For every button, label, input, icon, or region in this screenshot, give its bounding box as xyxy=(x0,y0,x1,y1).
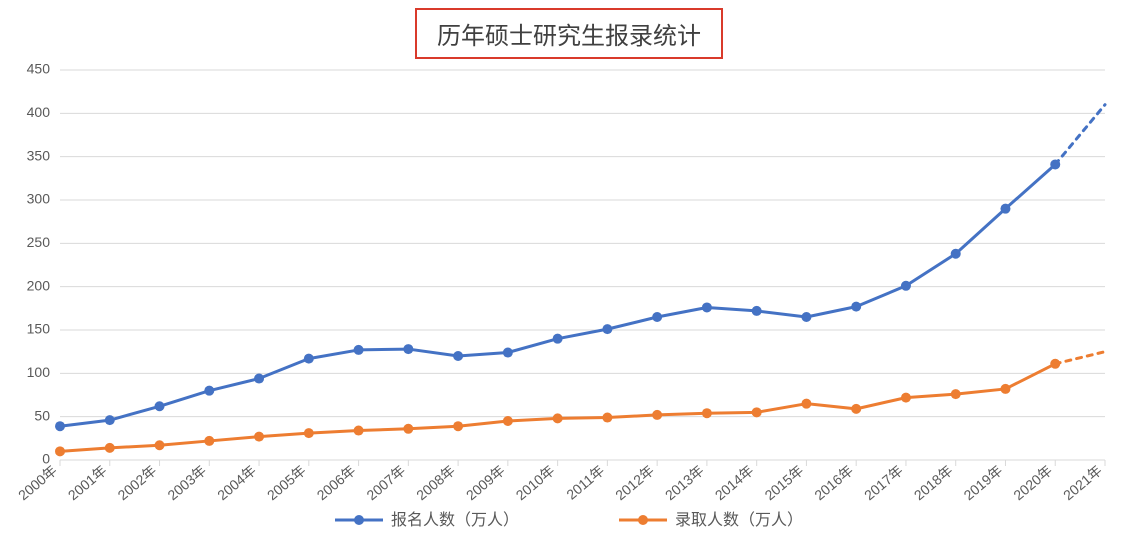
x-tick-label: 2011年 xyxy=(563,462,607,503)
series-1-marker xyxy=(951,389,961,399)
x-tick-label: 2010年 xyxy=(513,462,558,503)
series-0-marker xyxy=(602,324,612,334)
series-0-marker xyxy=(901,281,911,291)
series-1-marker xyxy=(1050,359,1060,369)
series-1-marker xyxy=(1000,384,1010,394)
x-tick-label: 2016年 xyxy=(811,462,856,503)
x-tick-label: 2012年 xyxy=(612,462,657,503)
y-tick-label: 350 xyxy=(27,147,51,163)
x-tick-label: 2007年 xyxy=(363,462,408,503)
x-tick-label: 2004年 xyxy=(214,462,259,503)
series-1-marker xyxy=(354,426,364,436)
x-tick-label: 2015年 xyxy=(761,462,806,503)
series-1-marker xyxy=(403,424,413,434)
series-0-marker xyxy=(155,401,165,411)
series-0-marker xyxy=(55,421,65,431)
series-0-marker xyxy=(105,415,115,425)
series-1-marker xyxy=(55,446,65,456)
series-1-marker xyxy=(453,421,463,431)
series-1-marker xyxy=(702,408,712,418)
x-tick-label: 2006年 xyxy=(314,462,359,503)
series-1-marker xyxy=(254,432,264,442)
x-tick-label: 2002年 xyxy=(115,462,160,503)
chart-title: 历年硕士研究生报录统计 xyxy=(415,8,723,59)
series-1-marker xyxy=(553,413,563,423)
x-tick-label: 2000年 xyxy=(15,462,60,503)
x-tick-label: 2017年 xyxy=(861,462,906,503)
series-1-marker xyxy=(503,416,513,426)
series-0-marker xyxy=(702,302,712,312)
x-tick-label: 2001年 xyxy=(65,462,110,503)
series-1-marker xyxy=(652,410,662,420)
series-0-marker xyxy=(403,344,413,354)
y-tick-label: 100 xyxy=(27,364,51,380)
series-1-marker xyxy=(602,413,612,423)
series-0-marker xyxy=(851,302,861,312)
chart-container: 历年硕士研究生报录统计 0501001502002503003504004502… xyxy=(0,0,1138,545)
series-1-marker xyxy=(801,399,811,409)
series-0-marker xyxy=(503,348,513,358)
y-tick-label: 250 xyxy=(27,234,51,250)
y-tick-label: 400 xyxy=(27,104,51,120)
series-1-marker xyxy=(901,393,911,403)
series-0-marker xyxy=(801,312,811,322)
y-tick-label: 50 xyxy=(34,407,50,423)
series-0-marker xyxy=(204,386,214,396)
series-0-marker xyxy=(453,351,463,361)
legend-marker-0 xyxy=(354,515,364,525)
legend-label-0: 报名人数（万人） xyxy=(391,511,519,529)
y-tick-label: 200 xyxy=(27,277,51,293)
series-0-marker xyxy=(951,249,961,259)
y-tick-label: 450 xyxy=(27,61,51,77)
y-tick-label: 300 xyxy=(27,191,51,207)
series-line-1-projection xyxy=(1055,352,1105,364)
series-0-marker xyxy=(254,374,264,384)
x-tick-label: 2021年 xyxy=(1060,462,1105,503)
series-0-marker xyxy=(1000,204,1010,214)
series-1-marker xyxy=(105,443,115,453)
series-1-marker xyxy=(155,440,165,450)
legend-marker-1 xyxy=(638,515,648,525)
x-tick-label: 2019年 xyxy=(961,462,1006,503)
legend-label-1: 录取人数（万人） xyxy=(675,511,803,529)
x-tick-label: 2009年 xyxy=(463,462,508,503)
y-tick-label: 150 xyxy=(27,321,51,337)
series-1-marker xyxy=(752,407,762,417)
x-tick-label: 2018年 xyxy=(911,462,956,503)
x-tick-label: 2003年 xyxy=(164,462,209,503)
x-tick-label: 2014年 xyxy=(712,462,757,503)
series-0-marker xyxy=(1050,159,1060,169)
series-0-marker xyxy=(354,345,364,355)
x-tick-label: 2013年 xyxy=(662,462,707,503)
series-0-marker xyxy=(553,334,563,344)
line-chart: 0501001502002503003504004502000年2001年200… xyxy=(0,0,1138,545)
series-1-marker xyxy=(304,428,314,438)
x-tick-label: 2008年 xyxy=(413,462,458,503)
series-0-marker xyxy=(304,354,314,364)
x-tick-label: 2020年 xyxy=(1010,462,1055,503)
series-0-marker xyxy=(652,312,662,322)
series-0-marker xyxy=(752,306,762,316)
x-tick-label: 2005年 xyxy=(264,462,309,503)
series-1-marker xyxy=(851,404,861,414)
series-1-marker xyxy=(204,436,214,446)
